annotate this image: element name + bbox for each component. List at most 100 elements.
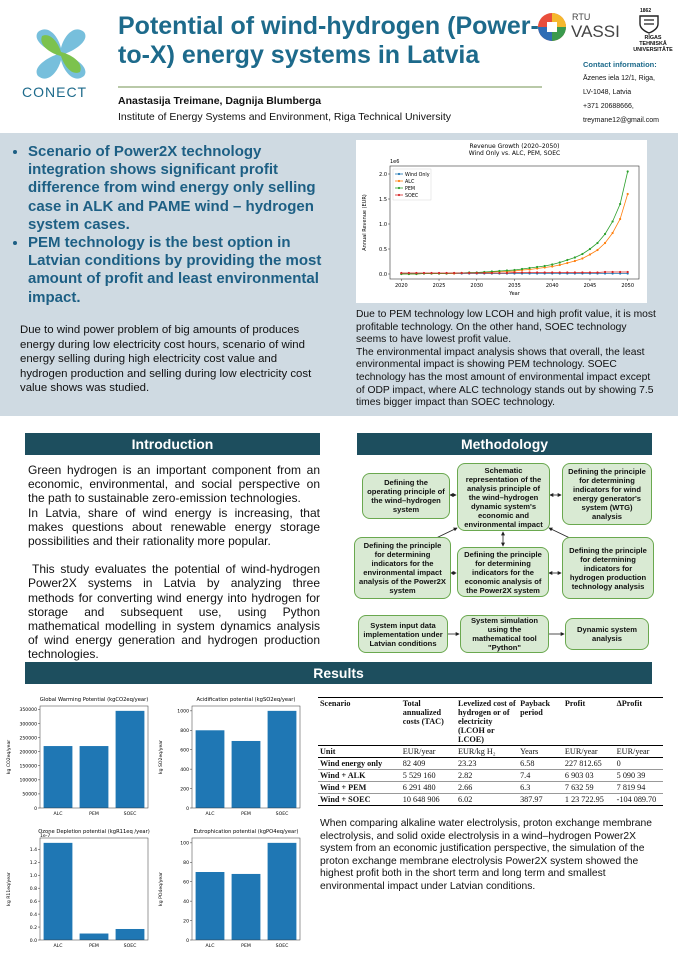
point — [596, 248, 599, 252]
university-crest — [639, 15, 659, 34]
table-cell: 227 812.65 — [564, 759, 602, 768]
table-cell: 82 409 — [402, 759, 426, 768]
y-tick-label: 1.5 — [379, 197, 387, 203]
summary-bullet: Scenario of Power2X technology integrati… — [28, 143, 328, 234]
title-rule — [118, 86, 542, 88]
y-tick-label: 400 — [180, 767, 189, 773]
table-cell: 6.58 — [520, 759, 535, 768]
table-row: Unit EUR/year EUR/kg H₂ Years EUR/year EUR/ye… — [318, 746, 663, 758]
table-cell: 6.3 — [520, 783, 531, 792]
y-axis-label: Annual Revenue (EUR) — [362, 194, 368, 251]
point — [490, 271, 493, 275]
table-cell: Years — [520, 747, 539, 756]
x-tick-label: 2020 — [395, 283, 408, 289]
y-tick-label: 150000 — [19, 764, 37, 770]
table-cell: Profit — [564, 699, 586, 708]
chart-title: Eutrophication potential (kgPO4eq/year) — [194, 829, 299, 835]
table-cell: EUR/year — [402, 747, 436, 756]
legend-marker — [397, 186, 401, 190]
table-cell: 23.23 — [457, 759, 477, 768]
point — [596, 271, 599, 274]
point — [566, 258, 569, 262]
plot-frame — [191, 837, 301, 941]
point — [513, 268, 516, 272]
bar — [115, 928, 145, 940]
bar — [267, 710, 297, 808]
bar — [115, 710, 145, 808]
revenue-chart: Revenue Growth (2020–2050)Wind Only vs. … — [356, 140, 647, 303]
x-tick-label: 2035 — [508, 283, 521, 289]
summary-bullet: PEM technology is the best option in Lat… — [28, 234, 328, 307]
point — [626, 270, 629, 274]
table-cell: 6 291 480 — [402, 783, 436, 792]
contact-line: treymane12@gmail.com — [583, 117, 659, 124]
y-tick-label: 1.4 — [30, 847, 37, 853]
table-row: Wind + ALK 5 529 160 2.82 7.4 6 903 03 5 090 … — [318, 770, 663, 782]
point — [581, 252, 584, 256]
authors: Anastasija Treimane, Dagnija Blumberga — [118, 95, 322, 107]
x-tick-label: 2050 — [621, 283, 634, 289]
point — [619, 270, 622, 274]
table-cell: Total annualized costs (TAC) — [402, 699, 444, 726]
odp-chart: Ozone Depletion potential (kgR11eq /year… — [6, 829, 150, 949]
point — [588, 271, 592, 274]
point — [581, 271, 584, 274]
point — [468, 271, 471, 275]
affiliation: Institute of Energy Systems and Environm… — [118, 111, 452, 123]
series-line — [401, 193, 629, 275]
x-tick-label: SOEC — [124, 811, 137, 817]
bar — [43, 746, 73, 808]
table-row: Wind energy only 82 409 23.23 6.58 227 812.6… — [318, 758, 663, 770]
x-tick-label: PEM — [241, 811, 251, 817]
paragraph: This study evaluates the potential of wi… — [28, 562, 320, 662]
table-cell: 5 090 39 — [616, 771, 646, 780]
y-axis-label: kg R11eq/year — [6, 872, 12, 906]
bar — [79, 933, 109, 940]
point — [528, 271, 531, 274]
ep-chart: Eutrophication potential (kgPO4eq/year) 0… — [158, 829, 301, 949]
x-tick-label: 2045 — [584, 283, 597, 289]
point — [619, 202, 622, 206]
y-tick-label: 0.2 — [30, 925, 37, 931]
paragraph: In Latvia, share of wind energy is incre… — [28, 505, 320, 549]
point — [626, 192, 629, 196]
y-tick-label: 0.0 — [30, 938, 37, 944]
legend-label: PEM — [405, 186, 415, 192]
university-year: 1862 — [640, 8, 652, 14]
bar — [231, 740, 261, 808]
point — [619, 217, 622, 221]
legend-marker — [397, 172, 401, 176]
point — [603, 270, 607, 274]
point — [581, 257, 584, 260]
point — [505, 269, 509, 272]
point — [528, 266, 531, 270]
x-tick-label: 2040 — [546, 283, 559, 289]
legend-label: Wind Only — [405, 172, 430, 178]
point — [520, 267, 524, 271]
summary-text: Due to wind power problem of big amounts… — [20, 324, 312, 394]
table-cell: Levelized cost of hydrogen or of electri… — [457, 699, 516, 744]
point — [611, 270, 614, 274]
point — [543, 271, 546, 274]
table-cell: 1 23 722.95 — [564, 795, 604, 804]
method-node: Defining the principle for determining i… — [457, 547, 549, 597]
bar — [267, 842, 297, 940]
point — [596, 241, 599, 245]
y-tick-label: 0 — [186, 938, 189, 944]
plot-frame — [39, 837, 149, 941]
method-node: Defining the operating principle of the … — [362, 473, 450, 519]
point — [505, 271, 509, 275]
x-tick-label: PEM — [89, 811, 99, 817]
ap-chart: Acidification potential (kgSO2eq/year) 0 2… — [158, 697, 301, 817]
method-node: Defining the principle for determining i… — [354, 537, 451, 599]
point — [422, 271, 426, 275]
y-tick-label: 0.4 — [30, 912, 37, 918]
point — [415, 271, 418, 275]
x-tick-label: ALC — [54, 811, 63, 817]
introduction-text: Green hydrogen is an important component… — [28, 463, 320, 676]
y-tick-label: 250000 — [19, 735, 37, 741]
table-row: Scenario Total annualized costs (TAC) Leve… — [318, 697, 663, 746]
section-header: Introduction — [25, 433, 320, 455]
x-tick-label: PEM — [241, 943, 251, 949]
point — [566, 271, 569, 274]
